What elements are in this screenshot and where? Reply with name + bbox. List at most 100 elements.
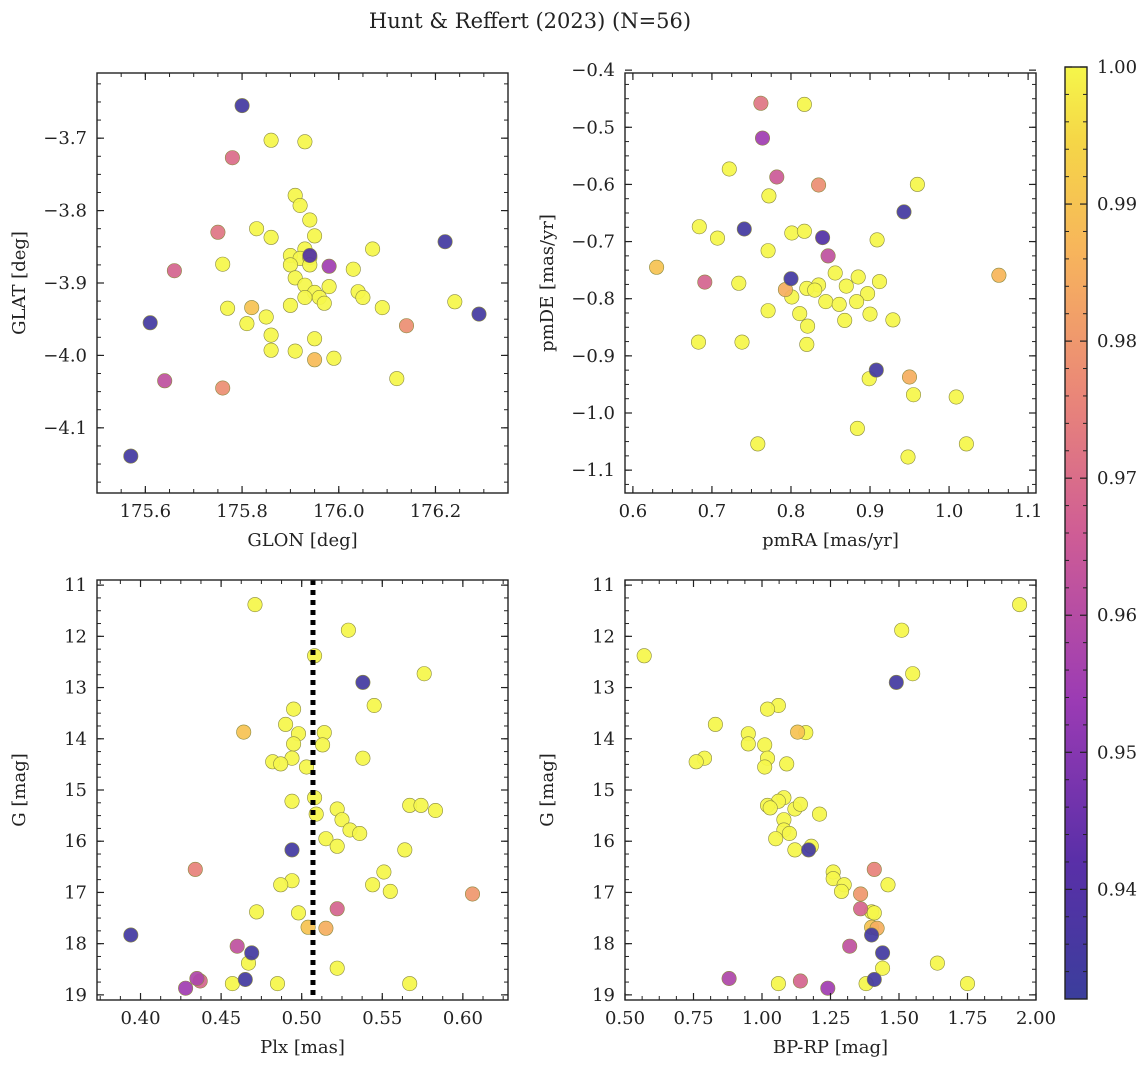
- colorbar-gradient: [1065, 67, 1087, 999]
- panel-color-magnitude-xlabel: BP-RP [mag]: [773, 1037, 888, 1058]
- color-magnitude-ytick-label-5: 16: [592, 831, 615, 852]
- panel-sky-positions-points: [123, 98, 487, 464]
- panel-proper-motion-ticks: 0.6 0.7 0.8 0.9 1.0 1.1 −0.4 −0.5 −0.6 −0.7 −0.8 −0…: [571, 60, 1042, 522]
- plx-vs-g-point-27: [352, 825, 368, 841]
- color-magnitude-xtick-label-2: 1.00: [742, 1008, 782, 1029]
- plx-vs-g-point-14: [355, 750, 371, 766]
- proper-motion-point-53: [900, 449, 916, 465]
- color-magnitude-point-48: [875, 960, 891, 976]
- plx-vs-g-point-33: [376, 864, 392, 880]
- plx-vs-g-point-39: [329, 901, 345, 917]
- proper-motion-point-17: [820, 248, 836, 264]
- proper-motion-point-37: [792, 306, 808, 322]
- plx-vs-g-ytick-label-1: 12: [64, 626, 87, 647]
- plx-vs-g-xtick-label-1: 0.45: [201, 1008, 241, 1029]
- colorbar-tick-label-0: 0.94: [1097, 879, 1137, 900]
- proper-motion-point-46: [901, 369, 917, 385]
- plx-vs-g-point-30: [284, 842, 300, 858]
- proper-motion-point-49: [948, 389, 964, 405]
- color-magnitude-point-27: [781, 825, 797, 841]
- proper-motion-point-14: [709, 230, 725, 246]
- color-magnitude-point-28: [768, 831, 784, 847]
- color-magnitude-point-52: [770, 976, 786, 992]
- plx-vs-g-xtick-label-3: 0.55: [362, 1008, 402, 1029]
- suptitle: Hunt & Reffert (2023) (N=56): [369, 9, 691, 33]
- sky-point-35: [220, 300, 236, 316]
- sky-ytick-label-4: −4.1: [43, 418, 87, 439]
- panel-plx-vs-g-ylabel: G [mag]: [9, 753, 30, 826]
- color-magnitude-point-4: [888, 674, 904, 690]
- proper-motion-point-23: [697, 274, 713, 290]
- proper-motion-xtick-label-4: 1.0: [935, 501, 964, 522]
- plx-vs-g-point-35: [273, 877, 289, 893]
- panel-plx-vs-g-xlabel: Plx [mas]: [260, 1037, 345, 1058]
- plx-vs-g-point-5: [366, 697, 382, 713]
- color-magnitude-point-11: [740, 736, 756, 752]
- proper-motion-ytick-label-6: −1.0: [571, 403, 615, 424]
- sky-ytick-label-2: −3.9: [43, 273, 87, 294]
- proper-motion-point-10: [736, 221, 752, 237]
- color-magnitude-ytick-label-2: 13: [592, 678, 615, 699]
- plx-vs-g-point-16: [273, 756, 289, 772]
- panel-proper-motion-frame: [624, 72, 1037, 494]
- sky-point-29: [297, 289, 313, 305]
- plx-vs-g-point-44: [123, 927, 139, 943]
- sky-point-42: [398, 318, 414, 334]
- proper-motion-point-35: [849, 294, 865, 310]
- plx-vs-g-ytick-label-6: 17: [64, 882, 87, 903]
- plx-vs-g-point-48: [329, 960, 345, 976]
- colorbar-ticks: 0.94 0.95 0.96 0.97 0.98 0.99 1.00: [1065, 57, 1137, 973]
- plx-vs-g-ytick-label-7: 18: [64, 934, 87, 955]
- plx-vs-g-point-54: [402, 976, 418, 992]
- color-magnitude-ytick-label-6: 17: [592, 882, 615, 903]
- plx-vs-g-xtick-label-2: 0.50: [282, 1008, 322, 1029]
- plx-vs-g-point-31: [397, 842, 413, 858]
- color-magnitude-ytick-label-4: 15: [592, 780, 615, 801]
- color-magnitude-xtick-label-5: 1.75: [947, 1008, 987, 1029]
- plx-vs-g-point-49: [189, 970, 205, 986]
- sky-point-9: [263, 229, 279, 245]
- color-magnitude-point-15: [688, 754, 704, 770]
- panel-proper-motion-xlabel: pmRA [mas/yr]: [762, 530, 899, 551]
- proper-motion-point-13: [815, 230, 831, 246]
- plx-vs-g-point-43: [318, 920, 334, 936]
- sky-point-37: [374, 300, 390, 316]
- proper-motion-point-38: [862, 306, 878, 322]
- plx-vs-g-point-41: [290, 905, 306, 921]
- plx-vs-g-point-29: [329, 838, 345, 854]
- proper-motion-xtick-label-0: 0.6: [619, 501, 648, 522]
- proper-motion-point-5: [811, 177, 827, 193]
- sky-point-20: [321, 258, 337, 274]
- panel-color-magnitude: 0.50 0.75 1.00 1.25 1.50 1.75 2.00 11 12 13 14 15 16…: [537, 575, 1056, 1058]
- sky-xtick-label-2: 176.0: [313, 501, 365, 522]
- plx-vs-g-point-51: [237, 971, 253, 987]
- panel-proper-motion: 0.6 0.7 0.8 0.9 1.0 1.1 −0.4 −0.5 −0.6 −0.7 −0.8 −0…: [537, 60, 1042, 551]
- sky-point-52: [123, 448, 139, 464]
- color-magnitude-point-45: [842, 938, 858, 954]
- color-magnitude-xtick-label-4: 1.50: [879, 1008, 919, 1029]
- sky-point-46: [287, 343, 303, 359]
- color-magnitude-point-2: [636, 648, 652, 664]
- plx-vs-g-point-46: [244, 945, 260, 961]
- color-magnitude-point-44: [864, 927, 880, 943]
- colorbar-tick-label-6: 1.00: [1097, 57, 1137, 78]
- proper-motion-point-15: [869, 232, 885, 248]
- proper-motion-point-42: [690, 334, 706, 350]
- panel-plx-vs-g-frame: [96, 579, 509, 1001]
- proper-motion-point-45: [868, 362, 884, 378]
- colorbar-tick-label-2: 0.96: [1097, 605, 1137, 626]
- plx-vs-g-point-7: [278, 716, 294, 732]
- plx-vs-g-point-25: [334, 812, 350, 828]
- sky-xtick-label-1: 175.8: [216, 501, 268, 522]
- plx-vs-g-xtick-label-0: 0.40: [120, 1008, 160, 1029]
- plx-vs-g-point-36: [365, 877, 381, 893]
- proper-motion-point-52: [958, 436, 974, 452]
- sky-point-48: [307, 352, 323, 368]
- plx-vs-g-point-32: [187, 861, 203, 877]
- color-magnitude-xtick-label-1: 0.75: [673, 1008, 713, 1029]
- panel-sky-positions-xlabel: GLON [deg]: [247, 530, 357, 551]
- sky-point-21: [215, 256, 231, 272]
- color-magnitude-point-16: [779, 756, 795, 772]
- plx-vs-g-point-40: [249, 904, 265, 920]
